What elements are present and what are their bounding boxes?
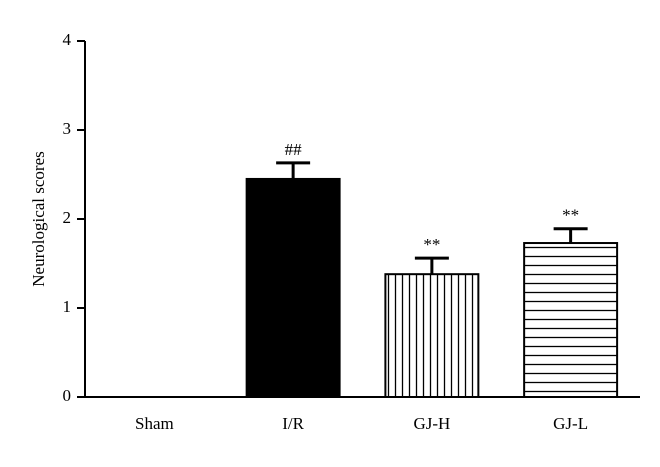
bar xyxy=(523,242,619,398)
bar xyxy=(245,177,341,398)
annotation: ## xyxy=(285,140,303,159)
y-tick-label: 1 xyxy=(63,297,72,316)
y-tick-label: 0 xyxy=(63,386,72,405)
y-tick-label: 3 xyxy=(63,119,72,138)
x-tick-label: GJ-H xyxy=(413,414,450,433)
x-tick-label: Sham xyxy=(135,414,174,433)
y-tick-label: 2 xyxy=(63,208,72,227)
bar xyxy=(384,273,480,398)
x-tick-label: GJ-L xyxy=(553,414,588,433)
annotation: ** xyxy=(562,206,579,225)
x-tick-label: I/R xyxy=(282,414,304,433)
y-axis-label: Neurological scores xyxy=(29,151,48,286)
annotation: ** xyxy=(423,235,440,254)
y-tick-label: 4 xyxy=(63,30,72,49)
